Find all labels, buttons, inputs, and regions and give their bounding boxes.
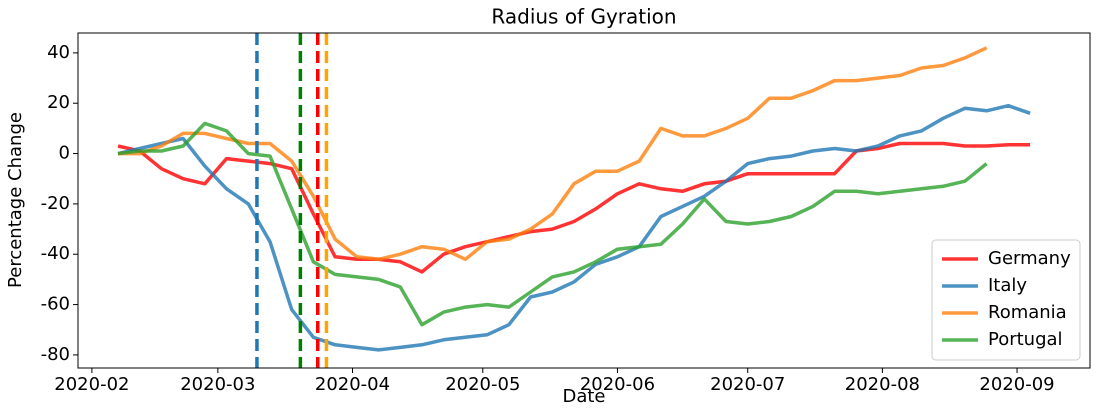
y-tick-label: 40 bbox=[47, 42, 70, 63]
y-axis-label: Percentage Change bbox=[5, 112, 26, 288]
series-line bbox=[117, 121, 988, 327]
x-tick-label: 2020-05 bbox=[445, 374, 520, 395]
plot-frame bbox=[77, 32, 1091, 369]
y-tick-label: -60 bbox=[41, 294, 70, 315]
x-tick-label: 2020-08 bbox=[845, 374, 920, 395]
y-tick-label: 0 bbox=[59, 143, 70, 164]
series-line bbox=[118, 46, 988, 262]
chart-title: Radius of Gyration bbox=[491, 5, 676, 29]
x-tick-label: 2020-06 bbox=[580, 374, 655, 395]
legend-label: Germany bbox=[988, 248, 1071, 269]
legend-label: Italy bbox=[988, 275, 1027, 296]
legend-label: Romania bbox=[988, 302, 1067, 323]
x-tick-label: 2020-02 bbox=[54, 374, 129, 395]
series-line bbox=[117, 141, 1031, 274]
series-line bbox=[117, 103, 1031, 352]
x-tick-label: 2020-04 bbox=[315, 374, 390, 395]
legend-label: Portugal bbox=[988, 329, 1063, 350]
x-tick-label: 2020-07 bbox=[710, 374, 785, 395]
legend: Germany Italy Romania Portugal bbox=[931, 239, 1081, 361]
legend-box bbox=[931, 239, 1081, 361]
x-tick-label: 2020-09 bbox=[979, 374, 1054, 395]
y-tick-label: -80 bbox=[41, 344, 70, 365]
y-tick-label: -20 bbox=[41, 193, 70, 214]
y-tick-label: 20 bbox=[47, 92, 70, 113]
x-tick-label: 2020-03 bbox=[180, 374, 255, 395]
y-tick-label: -40 bbox=[41, 243, 70, 264]
x-axis-label: Date bbox=[562, 386, 605, 407]
